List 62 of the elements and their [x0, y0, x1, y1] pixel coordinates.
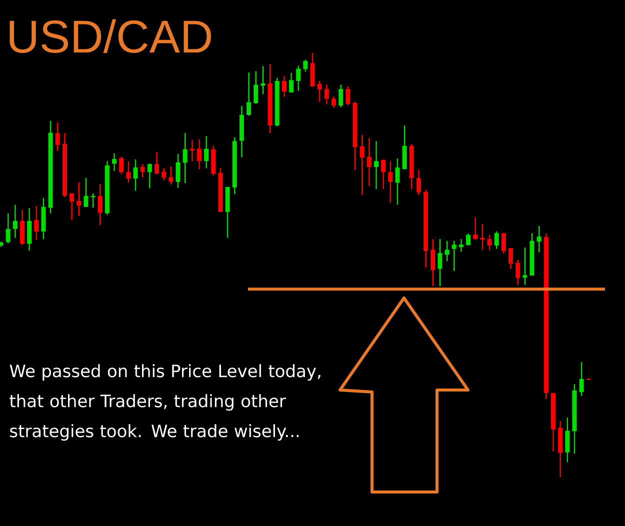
candlestick — [254, 70, 258, 104]
candlestick — [346, 86, 350, 106]
candlestick — [98, 183, 102, 226]
candlestick — [494, 230, 499, 250]
candlestick — [331, 96, 336, 108]
candlestick — [466, 233, 471, 246]
candlestick — [176, 153, 180, 188]
candlestick — [536, 225, 542, 253]
candlestick — [438, 238, 442, 287]
annotation: We passed on this Price Level today, that other Traders, trading other strategies took. We trade wisely... — [10, 364, 320, 441]
candlestick — [303, 59, 308, 72]
candlestick — [154, 151, 160, 174]
candlestick — [430, 238, 436, 287]
candlestick — [338, 84, 344, 108]
candlestick — [508, 247, 514, 270]
candlestick — [473, 216, 478, 240]
candlestick — [388, 160, 393, 204]
candlestick — [162, 168, 166, 181]
candlestick — [260, 66, 266, 95]
candlestick — [324, 84, 329, 105]
candlestick — [522, 247, 528, 286]
candlestick — [381, 159, 386, 190]
candlestick — [196, 138, 202, 170]
candlestick — [565, 417, 570, 463]
candlestick — [246, 72, 252, 116]
candlestick — [76, 182, 82, 216]
candlestick — [317, 80, 322, 102]
candlestick — [55, 122, 60, 152]
candlestick — [416, 169, 421, 196]
candlestick — [168, 166, 174, 186]
candlestick — [20, 209, 25, 246]
candlestick — [374, 140, 379, 190]
candlestick — [501, 232, 506, 254]
candlestick — [84, 177, 88, 208]
candlestick — [12, 204, 18, 238]
candlestick — [182, 132, 188, 184]
candlestick — [147, 163, 152, 189]
chart-title: USD/CAD — [10, 19, 212, 53]
candlestick — [70, 192, 74, 221]
candlestick — [126, 160, 131, 184]
candlestick — [395, 158, 400, 206]
candlestick — [310, 52, 315, 88]
candlestick — [366, 138, 372, 187]
candlestick — [119, 156, 124, 175]
candlestick — [444, 240, 450, 262]
candlestick — [487, 234, 492, 251]
candlestick — [282, 75, 286, 98]
candlestick — [579, 361, 584, 397]
candlestick — [204, 135, 209, 169]
candlestick — [452, 240, 456, 272]
candlestick — [133, 158, 138, 192]
candlestick — [6, 212, 10, 244]
candlestick — [27, 208, 32, 252]
candlestick — [360, 134, 364, 196]
candlestick — [112, 152, 117, 172]
candlestick — [402, 124, 407, 170]
candlestick — [289, 72, 294, 94]
candlestick — [296, 65, 301, 92]
candlestick — [140, 163, 145, 178]
candlestick — [34, 205, 39, 241]
candlestick — [516, 259, 520, 286]
candlestick — [458, 238, 464, 252]
